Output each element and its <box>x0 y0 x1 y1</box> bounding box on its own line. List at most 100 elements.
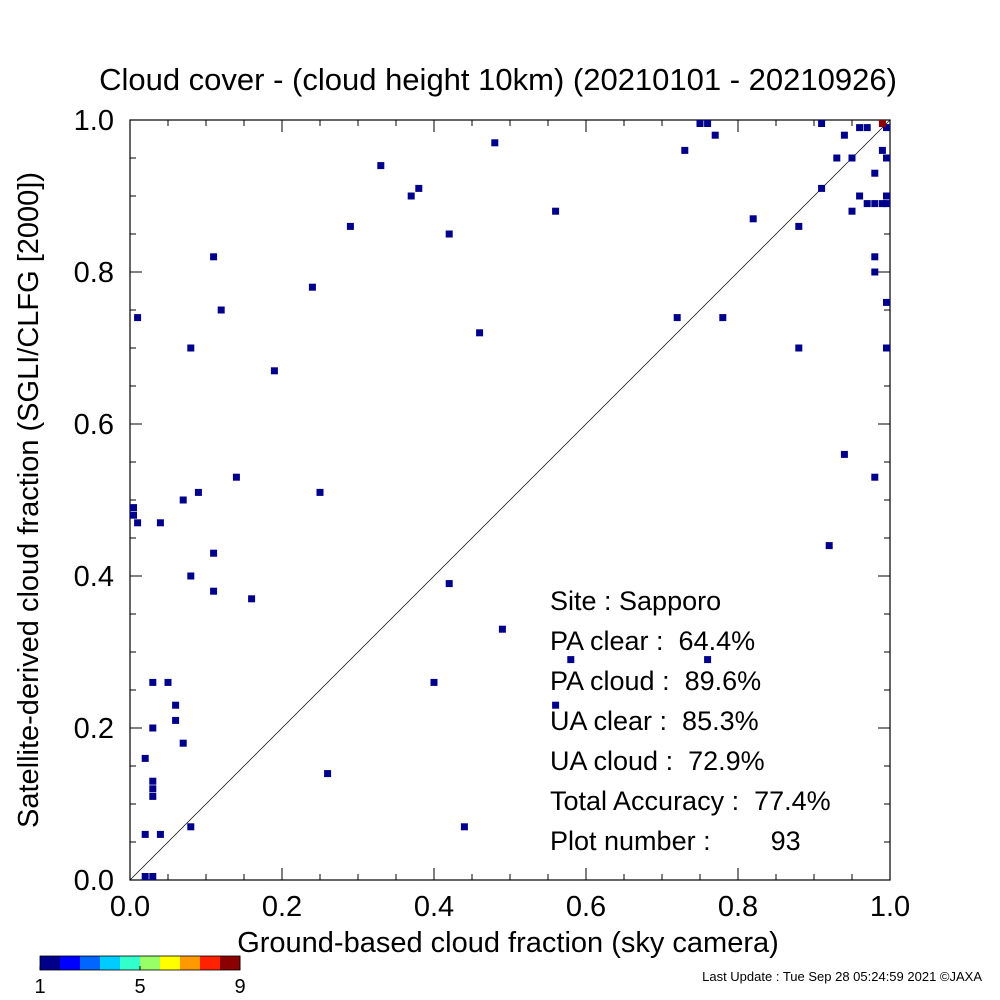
colorbar-segment <box>180 956 201 970</box>
x-tick-label: 1.0 <box>870 891 910 923</box>
data-point <box>863 200 871 208</box>
data-point <box>179 739 187 747</box>
data-point <box>232 473 240 481</box>
data-point <box>134 519 142 527</box>
colorbar <box>39 955 241 971</box>
data-point <box>818 184 826 192</box>
data-point <box>833 154 841 162</box>
data-point <box>149 873 157 880</box>
data-point <box>871 169 879 177</box>
y-axis-label: Satellite-derived cloud fraction (SGLI/C… <box>13 172 45 828</box>
data-point <box>795 222 803 230</box>
data-point <box>498 625 506 633</box>
data-point <box>141 754 149 762</box>
data-point <box>217 306 225 314</box>
data-point <box>210 253 218 261</box>
data-point <box>567 656 575 664</box>
data-point <box>210 549 218 557</box>
data-point <box>377 162 385 170</box>
data-point <box>346 222 354 230</box>
y-tick-label: 0.0 <box>74 865 114 897</box>
colorbar-tick-label: 9 <box>234 976 245 998</box>
colorbar-segment <box>80 956 101 970</box>
data-point <box>407 192 415 200</box>
y-tick-label: 0.8 <box>74 257 114 289</box>
x-tick-labels: 0.0 0.2 0.4 0.6 0.8 1.0 <box>110 891 910 923</box>
data-point <box>871 268 879 276</box>
x-tick-label: 0.4 <box>414 891 454 923</box>
data-point <box>863 124 871 132</box>
data-point <box>871 200 879 208</box>
data-point <box>795 344 803 352</box>
data-point <box>840 450 848 458</box>
data-point <box>848 154 856 162</box>
data-point <box>130 504 137 512</box>
data-point <box>878 200 886 208</box>
data-point-max <box>878 120 886 127</box>
data-point <box>878 146 886 154</box>
data-point <box>883 298 890 306</box>
data-point <box>871 473 879 481</box>
data-point <box>187 823 195 831</box>
data-point <box>476 329 484 337</box>
data-point <box>308 283 316 291</box>
data-point <box>856 124 864 132</box>
data-point <box>149 785 157 793</box>
data-point <box>491 139 499 147</box>
data-point <box>187 572 195 580</box>
data-point <box>883 154 890 162</box>
x-axis-label: Ground-based cloud fraction (sky camera) <box>237 927 779 959</box>
data-point <box>673 314 681 322</box>
data-point <box>883 344 890 352</box>
data-point <box>324 770 332 778</box>
y-tick-label: 0.2 <box>74 713 114 745</box>
stats-line: Total Accuracy : 77.4% <box>550 786 831 816</box>
stats-line: PA clear : 64.4% <box>550 626 755 656</box>
data-point <box>883 192 890 200</box>
data-point <box>825 542 833 550</box>
data-point <box>134 314 142 322</box>
data-point <box>187 344 195 352</box>
data-point <box>840 131 848 139</box>
data-point <box>552 207 560 215</box>
colorbar-tick-label: 1 <box>34 976 45 998</box>
y-tick-label: 1.0 <box>74 105 114 137</box>
x-tick-label: 0.0 <box>110 891 150 923</box>
data-point <box>552 701 560 709</box>
colorbar-segment <box>60 956 81 970</box>
data-point <box>719 314 727 322</box>
data-point <box>883 200 890 208</box>
data-point <box>415 184 423 192</box>
colorbar-segment <box>220 956 241 970</box>
stats-line: Plot number : 93 <box>550 826 801 856</box>
data-point <box>149 792 157 800</box>
data-point <box>156 830 164 838</box>
stats-line: UA clear : 85.3% <box>550 706 759 736</box>
data-point <box>316 488 324 496</box>
stats-line: UA cloud : 72.9% <box>550 746 765 776</box>
data-point <box>883 124 890 132</box>
data-point <box>818 120 826 127</box>
stats-line: Site : Sapporo <box>550 586 721 616</box>
identity-line <box>129 119 891 881</box>
axis-ticks <box>129 119 891 881</box>
data-point <box>704 656 712 664</box>
data-point <box>149 678 157 686</box>
data-point <box>248 595 256 603</box>
colorbar-segment <box>100 956 121 970</box>
colorbar-segment <box>40 956 61 970</box>
chart-title: Cloud cover - (cloud height 10km) (20210… <box>99 62 897 97</box>
colorbar-segment <box>120 956 141 970</box>
x-tick-label: 0.8 <box>718 891 758 923</box>
colorbar-tick-label: 5 <box>134 976 145 998</box>
last-update-footer: Last Update : Tue Sep 28 05:24:59 2021 ©… <box>702 969 982 984</box>
data-point <box>172 701 180 709</box>
data-point <box>445 230 453 238</box>
data-point <box>681 146 689 154</box>
data-point <box>141 873 149 880</box>
y-tick-labels: 0.0 0.2 0.4 0.6 0.8 1.0 <box>74 105 114 897</box>
colorbar-tick-labels: 1 5 9 <box>34 976 245 998</box>
data-point <box>149 724 157 732</box>
data-point <box>445 580 453 588</box>
x-tick-label: 0.6 <box>566 891 606 923</box>
